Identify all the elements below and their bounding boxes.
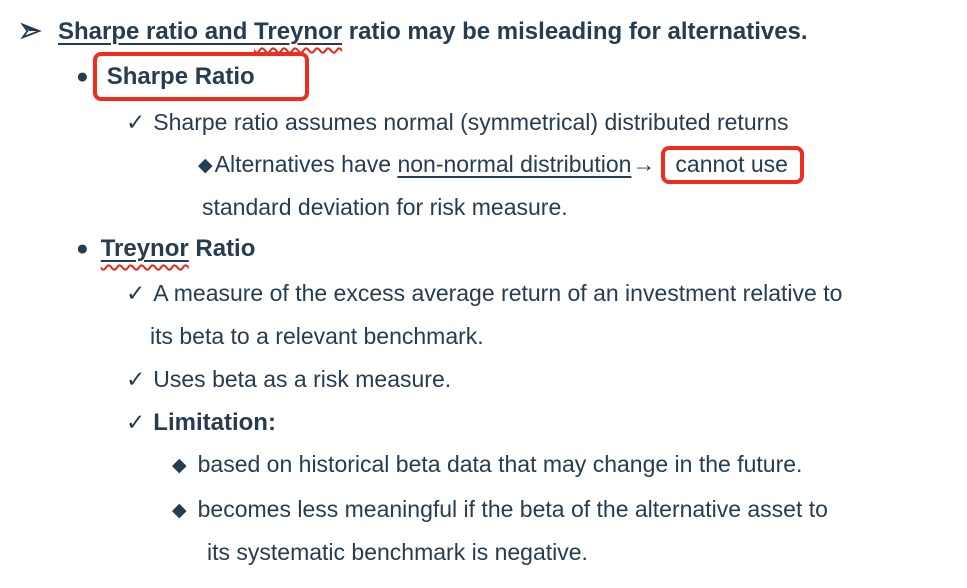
check-bullet-icon: ✓ <box>126 409 146 435</box>
beta-benchmark-text: its beta to a relevant benchmark. <box>150 323 484 349</box>
diamond-bullet-icon: ◆ <box>172 455 187 476</box>
limitation-heading-line: ✓ Limitation: <box>126 407 276 438</box>
heading-text-rest: ratio may be misleading for alternatives… <box>342 18 808 45</box>
alternatives-text: Alternatives have <box>214 151 398 177</box>
check-bullet-icon: ✓ <box>126 109 146 135</box>
treynor-underlined: Treynor <box>101 235 189 262</box>
uses-beta-text: Uses beta as a risk measure. <box>153 366 452 392</box>
check-bullet-icon: ✓ <box>126 366 146 392</box>
historical-beta-line: ◆ based on historical beta data that may … <box>172 449 802 481</box>
uses-beta-line: ✓ Uses beta as a risk measure. <box>126 364 451 394</box>
diamond-bullet-icon: ◆ <box>198 155 213 176</box>
historical-beta-text: based on historical beta data that may c… <box>197 451 803 477</box>
right-arrow-icon: → <box>632 151 656 177</box>
less-meaningful-text: becomes less meaningful if the beta of t… <box>197 496 828 522</box>
treynor-misspell-text: Treynor <box>100 235 189 262</box>
heading-treynor-misspell: Treynor <box>254 18 343 45</box>
std-deviation-text: standard deviation for risk measure. <box>202 194 568 220</box>
heading-underlined-phrase: Sharpe ratio and Treynor <box>58 18 342 45</box>
sharpe-assumption-text: Sharpe ratio assumes normal (symmetrical… <box>153 109 789 135</box>
limitation-heading-text: Limitation: <box>153 409 276 436</box>
arrow-bullet-icon <box>20 22 42 40</box>
treynor-definition-line: ✓ A measure of the excess average return … <box>126 278 842 308</box>
cannot-use-annotation-box: cannot use <box>661 146 804 184</box>
heading-text-part1: Sharpe ratio and <box>58 18 255 45</box>
check-bullet-icon: ✓ <box>126 280 146 306</box>
systematic-benchmark-continuation-line: its systematic benchmark is negative. <box>207 537 588 567</box>
non-normal-distribution-underlined: non-normal distribution <box>397 151 632 177</box>
diamond-bullet-icon: ◆ <box>172 500 187 521</box>
sharpe-assumption-line: ✓ Sharpe ratio assumes normal (symmetrica… <box>126 107 789 137</box>
alternatives-distribution-line: ◆Alternatives have non-normal distributi… <box>198 146 804 184</box>
disc-bullet-icon: ● <box>76 65 89 88</box>
less-meaningful-line: ◆ becomes less meaningful if the beta of … <box>172 494 828 526</box>
systematic-benchmark-text: its systematic benchmark is negative. <box>207 539 588 565</box>
treynor-definition-text: A measure of the excess average return o… <box>153 280 843 306</box>
cannot-use-text: cannot use <box>675 151 788 177</box>
std-deviation-continuation-line: standard deviation for risk measure. <box>202 192 568 222</box>
sharpe-ratio-annotation-box: Sharpe Ratio <box>92 52 309 101</box>
beta-benchmark-continuation-line: its beta to a relevant benchmark. <box>150 321 484 351</box>
main-heading-line: Sharpe ratio and Treynor ratio may be mi… <box>18 17 808 47</box>
ratio-heading-rest: Ratio <box>188 235 256 262</box>
sharpe-ratio-heading: Sharpe Ratio <box>106 63 255 90</box>
disc-bullet-icon: ● <box>76 237 89 260</box>
treynor-ratio-heading-line: ● Treynor Ratio <box>76 234 255 264</box>
sharpe-ratio-heading-line: ● Sharpe Ratio <box>76 52 309 101</box>
